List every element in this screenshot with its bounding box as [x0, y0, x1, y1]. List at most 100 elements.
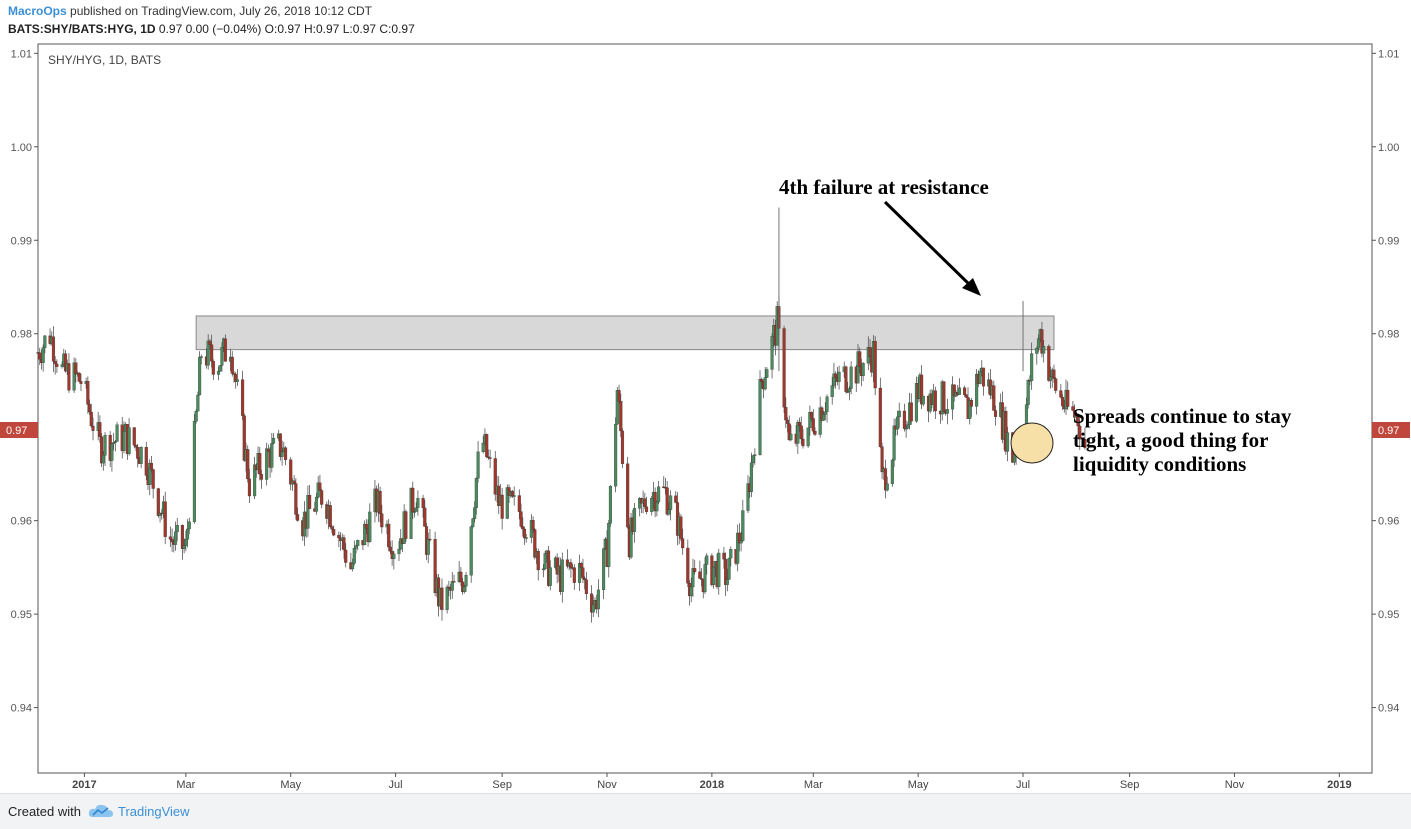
candle	[378, 486, 382, 523]
plot-frame	[37, 43, 1373, 774]
candle	[187, 517, 191, 535]
candle-body	[689, 586, 693, 597]
candle-body	[173, 531, 178, 545]
candle-body	[607, 523, 611, 567]
candle-body	[669, 495, 673, 510]
candle-body	[823, 411, 827, 415]
candle	[230, 350, 234, 377]
candle	[1036, 334, 1041, 353]
candle	[258, 447, 262, 481]
candle	[74, 358, 78, 383]
y-tick-label-right: 1.01	[1378, 48, 1399, 60]
candle	[220, 342, 224, 372]
candle-body	[363, 523, 367, 546]
candle-body	[591, 604, 595, 613]
y-tick-label-left: 1.01	[11, 48, 32, 60]
candle-body	[266, 448, 270, 452]
candle	[892, 418, 896, 467]
candle-body	[151, 469, 155, 489]
candle-body	[629, 517, 633, 558]
symbol-quote: BATS:SHY/BATS:HYG, 1D 0.97 0.00 (−0.04%)…	[8, 22, 415, 36]
candle	[880, 442, 884, 480]
candle	[844, 365, 848, 394]
candle-body	[77, 372, 81, 382]
candle	[445, 584, 449, 614]
candle-body	[811, 418, 815, 432]
candle-body	[789, 433, 793, 441]
x-tick-label: Nov	[597, 779, 617, 791]
candle-body	[314, 496, 319, 512]
candle-body	[674, 495, 678, 503]
candle	[522, 526, 527, 545]
candle	[703, 557, 707, 595]
candle	[440, 578, 444, 621]
candle-body	[717, 552, 721, 587]
tradingview-brand[interactable]: TradingView	[118, 804, 190, 819]
candle-body	[328, 505, 332, 527]
y-tick-label-right: 0.98	[1378, 329, 1399, 341]
candle-body	[112, 442, 116, 444]
candle-body	[615, 390, 619, 425]
candle	[223, 334, 227, 362]
author-name[interactable]: MacroOps	[8, 4, 67, 18]
candle	[596, 579, 600, 618]
candle	[978, 368, 982, 385]
candle-body	[727, 557, 731, 580]
candle	[296, 507, 300, 522]
candle-body	[579, 563, 583, 568]
candle	[423, 499, 427, 527]
candle-body	[614, 423, 618, 487]
candle	[753, 448, 757, 465]
candle-body	[235, 379, 239, 382]
candle	[328, 501, 332, 528]
candle	[796, 419, 800, 454]
candle-body	[964, 394, 968, 398]
candle-body	[186, 528, 190, 540]
candle-body	[180, 525, 184, 549]
candle-body	[541, 568, 545, 571]
candle-body	[1054, 378, 1058, 391]
candle-body	[149, 462, 154, 470]
candle-body	[414, 507, 418, 512]
candle-body	[41, 347, 45, 363]
candle	[945, 398, 949, 425]
candle-body	[404, 511, 408, 539]
candle	[235, 368, 239, 386]
candle-body	[686, 547, 690, 584]
candle-body	[156, 488, 160, 516]
candle	[969, 398, 974, 417]
candle	[705, 553, 709, 575]
candle	[921, 395, 925, 407]
candle	[351, 558, 355, 572]
candle	[725, 568, 729, 592]
chart-symbol-label: SHY/HYG, 1D, BATS	[48, 53, 161, 67]
candle	[428, 529, 432, 542]
candle-body	[572, 567, 576, 583]
candle-body	[741, 510, 745, 541]
candle	[352, 540, 356, 566]
candle	[356, 539, 360, 551]
tradingview-cloud-icon[interactable]	[88, 803, 114, 819]
candle-body	[560, 559, 564, 592]
candle-body	[74, 362, 78, 375]
candle-body	[584, 579, 588, 594]
candle	[270, 433, 274, 473]
candle-body	[890, 459, 894, 484]
candle-body	[632, 508, 637, 532]
candle-body	[902, 410, 906, 429]
candle	[344, 543, 348, 568]
candle-body	[196, 394, 200, 412]
candle	[210, 334, 214, 368]
candle-body	[619, 401, 623, 432]
annotation-arrow-line	[883, 200, 974, 289]
candle-body	[306, 494, 310, 529]
candle-body	[512, 495, 516, 497]
candle-body	[412, 511, 417, 513]
candle	[136, 443, 140, 468]
candle-body	[122, 431, 126, 451]
candle	[253, 456, 257, 500]
candle-body	[698, 571, 702, 579]
candle-body	[356, 540, 360, 546]
candle-body	[423, 507, 427, 527]
y-tick-label-left: 0.94	[11, 703, 32, 715]
